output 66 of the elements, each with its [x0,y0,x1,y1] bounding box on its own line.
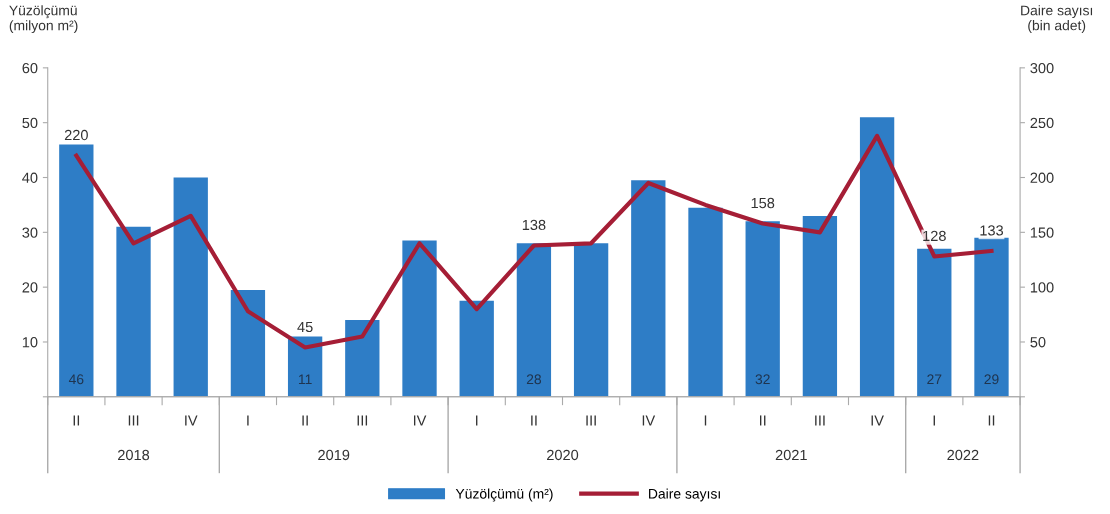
y-tick-label: 40 [22,172,38,183]
y2-tick-label: 200 [1030,172,1054,183]
legend-label: Yüzölçümü (m²) [455,488,553,502]
y-tick-label: 50 [22,117,38,129]
data-label: 27 [927,374,942,385]
data-label: 28 [526,374,542,385]
data-label: 138 [522,219,546,231]
y2-tick-label: 150 [1030,227,1054,238]
bar [59,144,94,397]
x-tick-label: IV [642,415,656,426]
x-tick-label: II [73,415,80,426]
data-label: 158 [751,197,775,209]
data-label: 11 [298,374,312,385]
x-tick-label: III [815,415,825,426]
bar [688,207,723,397]
x-tick-label: II [531,415,537,426]
bar [116,226,151,397]
data-label: 45 [297,321,313,333]
bar [459,300,494,397]
y-tick-label: 60 [22,62,38,74]
x-tick-label: IV [413,415,427,426]
bar [974,237,1009,397]
bar [345,320,380,397]
bar [631,180,666,397]
x-tick-label: III [357,415,368,426]
x-tick-label: I [704,415,707,426]
data-label: 46 [68,374,84,385]
y-tick-label: 20 [22,282,38,293]
x-tick-label: IV [871,415,884,426]
bar [516,243,552,397]
x-tick-label: I [933,415,935,426]
bar [402,240,437,397]
x-tick-label: II [302,415,308,426]
x-tick-label: I [247,415,249,426]
x-tick-label: II [760,415,766,426]
text: 2020 [547,449,579,461]
x-tick-label: II [988,415,995,426]
y2-tick-label: 250 [1030,117,1054,129]
bar [173,177,208,397]
text: 2022 [947,449,979,461]
y2-tick-label: 100 [1030,282,1054,293]
bar [917,248,952,397]
data-label: 29 [984,374,999,385]
x-tick-label: IV [185,415,198,426]
bar [573,243,609,397]
y-tick-label: 30 [22,227,38,238]
bar [802,215,838,397]
y2-tick-label: 300 [1030,62,1054,74]
data-label: 32 [755,374,770,385]
text: 2019 [318,449,350,461]
text: 2018 [118,449,150,461]
y-tick-label: 10 [22,337,38,348]
text: 2021 [775,449,807,461]
legend-label: Daire sayısı [649,488,720,502]
data-label: 133 [980,225,1004,236]
bar [859,117,895,397]
y-axis-title: Yüzölçümü (milyon m²) [9,5,78,34]
bar [745,221,780,397]
x-tick-label: I [476,415,478,426]
x-tick-label: III [128,415,139,426]
y2-axis-title: Daire sayısı (bin adet) [1021,5,1093,34]
x-tick-label: III [586,415,596,426]
bar [230,289,266,397]
data-label: 128 [923,230,946,242]
y2-tick-label: 50 [1030,337,1046,348]
data-label: 220 [64,129,88,141]
